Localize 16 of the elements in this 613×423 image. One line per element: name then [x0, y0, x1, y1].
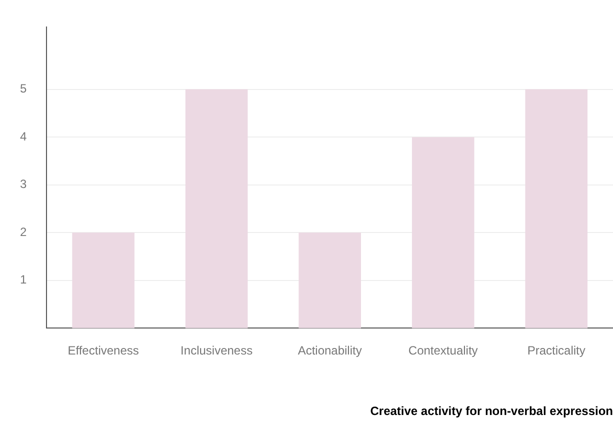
x-tick-label: Contextuality	[408, 344, 478, 358]
bar	[185, 89, 248, 328]
bar	[412, 137, 474, 328]
bar	[525, 89, 588, 328]
x-tick-label: Actionability	[298, 344, 362, 358]
y-tick-label: 4	[20, 129, 27, 144]
y-tick-label: 3	[20, 177, 27, 192]
bar	[72, 232, 134, 328]
x-tick-label: Practicality	[527, 344, 586, 358]
y-tick-label: 1	[20, 272, 27, 287]
y-tick-label: 5	[20, 82, 27, 96]
bar	[298, 232, 361, 328]
x-tick-label: Inclusiveness	[180, 344, 253, 358]
y-tick-label: 2	[20, 224, 27, 239]
x-tick-label: Effectiveness	[68, 344, 139, 358]
text: Creative activity for non-verbal expression	[370, 404, 613, 418]
